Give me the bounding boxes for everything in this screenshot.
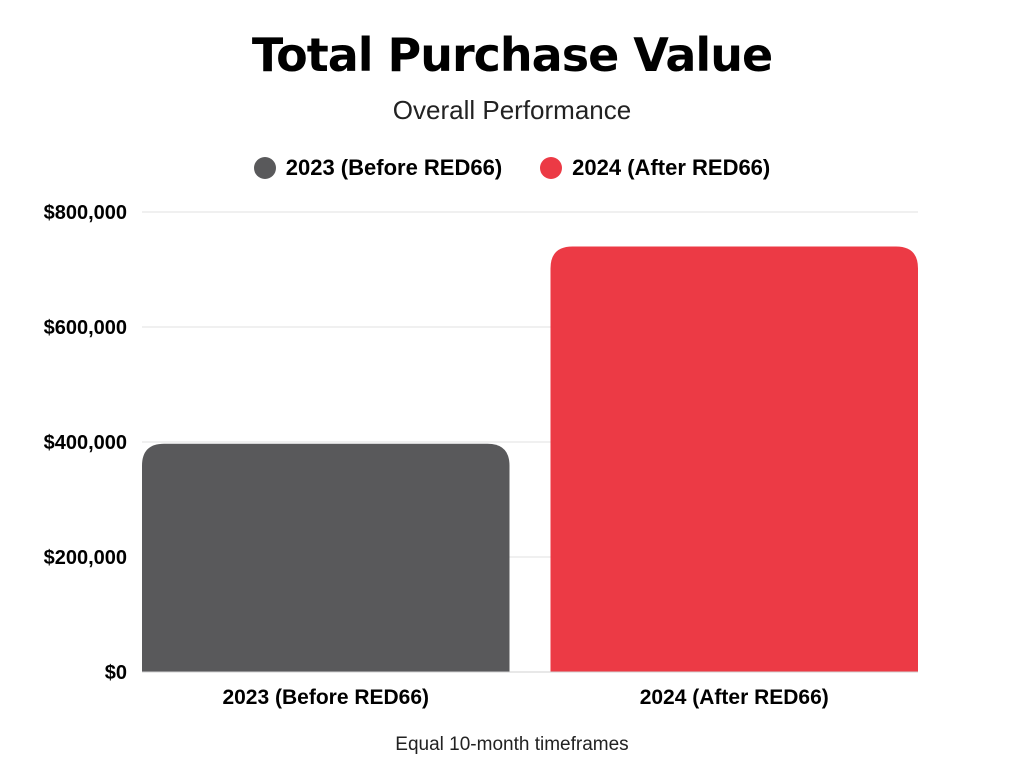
- bar-2024: [550, 246, 918, 672]
- x-category-label: 2023 (Before RED66): [222, 686, 429, 709]
- chart-subtitle: Overall Performance: [392, 95, 632, 125]
- legend-swatch-2023: [253, 157, 276, 179]
- legend: 2023 (Before RED66) 2024 (After RED66): [0, 155, 1024, 181]
- y-tick-label: $600,000: [44, 317, 127, 339]
- bar-2023: [142, 443, 510, 672]
- chart-title: Total Purchase Value: [251, 28, 773, 82]
- y-tick-label: $400,000: [44, 432, 127, 454]
- legend-item-2023: 2023 (Before RED66): [253, 155, 503, 181]
- legend-label-2024: 2024 (After RED66): [572, 155, 771, 180]
- legend-swatch-2024: [540, 157, 563, 179]
- y-tick-label: $800,000: [44, 202, 127, 224]
- y-tick-label: $200,000: [44, 547, 127, 569]
- legend-item-2024: 2024 (After RED66): [540, 155, 770, 181]
- chart-caption: Equal 10-month timeframes: [395, 734, 629, 755]
- legend-label-2023: 2023 (Before RED66): [285, 155, 503, 180]
- x-category-label: 2024 (After RED66): [640, 686, 829, 709]
- y-tick-label: $0: [105, 662, 127, 684]
